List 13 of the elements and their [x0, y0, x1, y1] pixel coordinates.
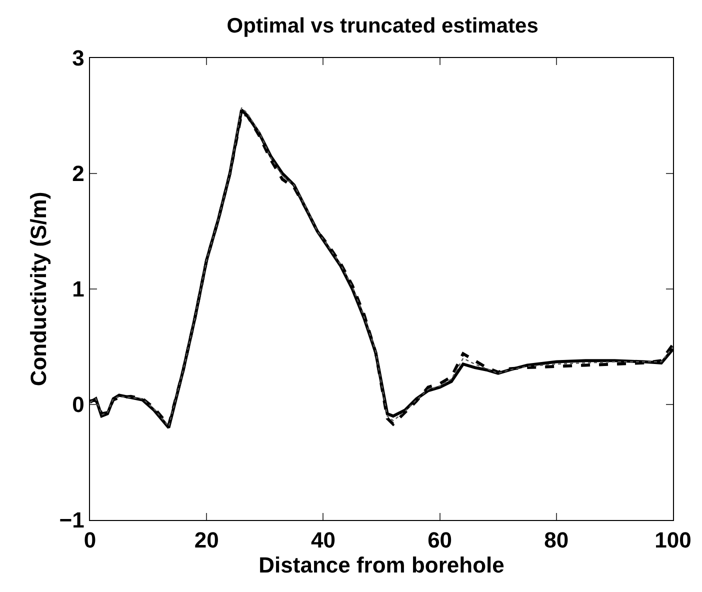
y-tick-label: 0 [72, 392, 84, 418]
x-tick-label: 60 [428, 528, 452, 553]
y-tick-label: −1 [59, 508, 84, 533]
x-tick-label: 20 [194, 528, 219, 553]
x-tick-label: 80 [544, 528, 569, 553]
x-tick-label: 40 [310, 528, 336, 553]
y-tick-label: 3 [72, 46, 84, 71]
y-axis-title: Conductivity (S/m) [26, 192, 52, 386]
x-tick-label: 100 [654, 528, 692, 553]
y-tick-label: 1 [72, 276, 84, 302]
y-tick-label: 2 [72, 161, 84, 186]
x-axis-title: Distance from borehole [258, 552, 504, 578]
chart-title: Optimal vs truncated estimates [226, 14, 538, 38]
